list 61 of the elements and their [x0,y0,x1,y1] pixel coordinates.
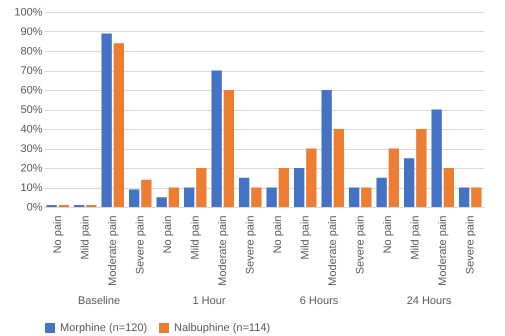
bar [238,178,250,207]
bar [211,70,222,207]
x-tick-label: No pain [162,216,174,254]
x-tick-label: No pain [382,216,394,254]
bar [128,189,140,207]
bar [156,197,167,207]
bar [376,178,387,207]
x-tick-label: Mild pain [189,216,202,260]
x-tick-label: Severe pain [134,216,146,274]
legend-label: Nalbuphine (n=114) [174,322,270,334]
x-tick-label: Severe pain [244,216,256,274]
x-tick-label: Mild pain [299,216,312,260]
x-tick-label: Severe pain [354,216,366,274]
y-tick-label: 60% [20,84,43,96]
bar [114,43,124,207]
y-tick-label: 100% [14,6,43,18]
bar [431,110,442,207]
y-tick-label: 20% [20,162,43,174]
text: Baseline [78,295,120,307]
y-tick-label: 40% [20,124,43,136]
y-tick-label: 50% [20,104,43,116]
bar [266,188,277,207]
bar [294,168,304,207]
bar [321,90,332,207]
bar [334,129,344,207]
x-tick-label: Mild pain [409,216,422,260]
bar [444,168,454,207]
x-tick-label: No pain [272,216,284,254]
x-tick-label: Moderate pain [106,216,119,286]
bar [101,33,112,207]
bar [471,188,482,207]
bar [184,188,194,207]
bar [361,188,372,207]
bar [348,188,360,207]
bar [416,129,427,207]
text: 24 Hours [406,295,452,307]
y-tick-label: 10% [20,182,43,194]
bar [224,90,234,207]
bar [168,188,180,207]
y-tick-label: 70% [20,65,43,77]
bar [388,148,400,207]
x-tick-label: Moderate pain [326,216,339,286]
bar [458,188,470,207]
x-tick-label: No pain [52,216,64,254]
x-tick-label: Mild pain [79,216,92,260]
bar [141,180,152,207]
x-tick-label: Moderate pain [436,216,449,286]
y-tick-label: 30% [20,143,43,155]
y-tick-label: 80% [20,46,43,58]
x-tick-label: Severe pain [464,216,476,274]
bar [306,148,317,207]
bar [404,158,414,207]
legend-label: Morphine (n=120) [60,322,148,334]
y-tick-label: 0% [26,202,43,214]
bar [278,168,290,207]
bar [251,188,262,207]
y-tick-label: 90% [20,26,43,38]
bar [196,168,207,207]
text: 6 Hours [300,295,339,307]
text: 1 Hour [192,295,226,307]
x-tick-label: Moderate pain [216,216,229,286]
